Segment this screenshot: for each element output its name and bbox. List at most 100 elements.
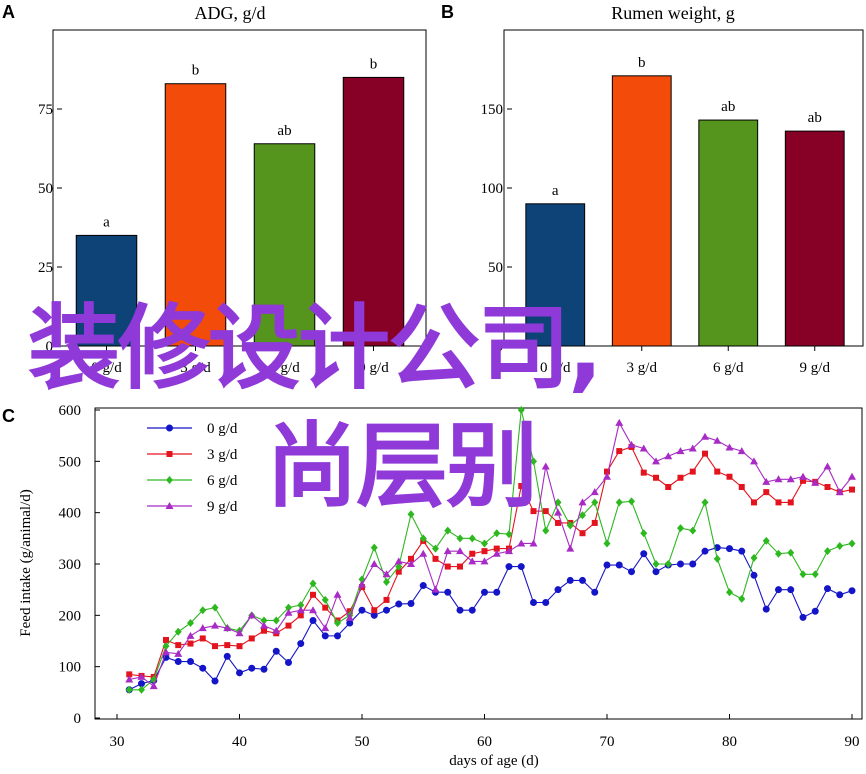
data-point bbox=[457, 563, 463, 570]
data-point bbox=[604, 468, 610, 475]
data-point bbox=[260, 665, 268, 673]
panel-a-letter: A bbox=[2, 2, 15, 22]
bar-4 bbox=[342, 76, 405, 347]
data-point bbox=[272, 626, 281, 634]
data-point bbox=[615, 561, 623, 569]
data-point bbox=[175, 642, 182, 649]
data-point bbox=[848, 539, 856, 548]
data-point bbox=[443, 547, 452, 555]
data-point bbox=[775, 499, 782, 506]
data-point bbox=[824, 585, 831, 593]
data-point bbox=[750, 457, 758, 465]
data-point bbox=[811, 478, 820, 486]
data-point bbox=[738, 547, 746, 555]
data-point bbox=[211, 603, 219, 612]
data-point bbox=[615, 418, 624, 426]
data-point bbox=[627, 440, 636, 448]
data-point bbox=[247, 611, 256, 619]
x-tick-label: 0 g/d bbox=[91, 360, 122, 376]
data-point bbox=[603, 561, 611, 569]
data-point bbox=[823, 462, 832, 470]
data-point bbox=[824, 547, 831, 556]
bar-3 bbox=[253, 143, 316, 347]
x-tick-label: 30 bbox=[110, 734, 125, 750]
data-point bbox=[517, 563, 525, 571]
data-point bbox=[542, 526, 550, 535]
data-point bbox=[407, 600, 415, 608]
data-point bbox=[419, 549, 428, 557]
data-point bbox=[285, 622, 292, 629]
data-point bbox=[383, 596, 390, 603]
panel-a-title: ADG, g/d bbox=[195, 3, 266, 23]
data-point bbox=[689, 560, 697, 568]
y-tick-label: 100 bbox=[481, 181, 504, 197]
data-point bbox=[774, 475, 783, 483]
panel-a-plot-frame bbox=[52, 29, 427, 347]
y-tick-label: 0 bbox=[496, 339, 504, 355]
data-point bbox=[714, 468, 721, 475]
data-point bbox=[811, 607, 819, 615]
x-tick-label: 60 bbox=[477, 734, 492, 750]
data-point bbox=[738, 484, 745, 490]
data-point bbox=[322, 604, 329, 611]
data-point bbox=[763, 489, 770, 496]
data-point bbox=[517, 406, 525, 414]
panel-b-title: Rumen weight, g bbox=[611, 3, 735, 23]
data-point bbox=[762, 536, 770, 545]
x-tick-label: 6 g/d bbox=[713, 360, 744, 376]
data-point bbox=[456, 534, 464, 543]
data-point bbox=[787, 586, 795, 594]
series-3 bbox=[125, 418, 856, 690]
data-point bbox=[371, 607, 378, 614]
data-point bbox=[236, 643, 243, 650]
legend-label: 3 g/d bbox=[207, 447, 238, 463]
panel-b-letter: B bbox=[441, 2, 454, 22]
data-point bbox=[652, 560, 660, 568]
data-point bbox=[653, 474, 659, 481]
data-point bbox=[542, 599, 550, 606]
data-point bbox=[677, 524, 684, 533]
series-0 bbox=[125, 544, 856, 694]
data-point bbox=[407, 510, 415, 519]
data-point bbox=[529, 539, 538, 547]
data-point bbox=[162, 648, 170, 656]
data-point bbox=[615, 498, 623, 507]
data-point bbox=[713, 554, 721, 563]
data-point bbox=[640, 550, 648, 558]
data-point bbox=[297, 640, 305, 648]
y-tick-label: 300 bbox=[59, 557, 82, 573]
data-point bbox=[211, 677, 219, 685]
data-point bbox=[775, 586, 782, 594]
y-tick-label: 100 bbox=[59, 660, 82, 676]
y-tick-label: 25 bbox=[38, 260, 53, 276]
data-point bbox=[321, 595, 329, 604]
data-point bbox=[444, 563, 451, 570]
data-point bbox=[664, 560, 672, 568]
data-point bbox=[702, 450, 708, 457]
bar-3 bbox=[698, 119, 759, 347]
data-point bbox=[750, 553, 758, 562]
data-point bbox=[456, 606, 464, 614]
data-point bbox=[640, 469, 647, 476]
data-point bbox=[677, 560, 684, 568]
data-point bbox=[726, 588, 733, 597]
data-point bbox=[591, 519, 598, 526]
data-point bbox=[285, 603, 292, 612]
data-point bbox=[566, 576, 574, 584]
data-point bbox=[468, 557, 477, 565]
data-point bbox=[751, 499, 757, 506]
bar-significance-letter: ab bbox=[277, 123, 291, 139]
data-point bbox=[408, 555, 414, 562]
panel-b-plot-frame bbox=[503, 29, 864, 347]
data-point bbox=[835, 488, 844, 496]
legend-marker bbox=[166, 476, 173, 484]
x-tick-label: 0 g/d bbox=[540, 360, 571, 376]
data-point bbox=[187, 619, 194, 628]
series-line bbox=[129, 446, 853, 678]
data-point bbox=[346, 608, 353, 615]
data-point bbox=[272, 647, 280, 655]
x-tick-label: 3 g/d bbox=[180, 360, 211, 376]
data-point bbox=[616, 448, 623, 455]
